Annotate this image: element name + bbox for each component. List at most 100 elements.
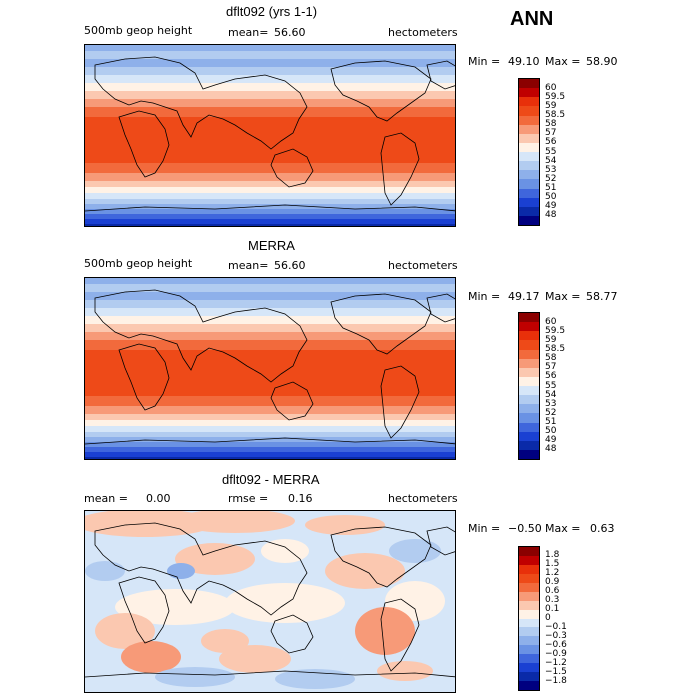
contour-band <box>85 214 455 219</box>
contour-band <box>85 83 455 91</box>
colorbar-swatch <box>519 88 539 98</box>
panel2-map-svg <box>85 278 455 459</box>
contour-band <box>85 284 455 292</box>
colorbar-label: 1.2 <box>545 568 560 579</box>
colorbar-swatch <box>519 413 539 423</box>
colorbar-swatch <box>519 188 539 198</box>
colorbar-label: −0.3 <box>545 630 567 641</box>
colorbar-swatch <box>519 152 539 162</box>
contour-band <box>85 332 455 340</box>
colorbar-label: 59.5 <box>545 325 566 336</box>
colorbar-swatch <box>519 547 539 556</box>
colorbar-swatch <box>519 600 539 610</box>
contour-band <box>85 350 455 396</box>
coastline <box>380 132 420 206</box>
colorbar-swatch <box>519 555 539 565</box>
panel1-title: dflt092 (yrs 1-1) <box>226 4 318 19</box>
colorbar-label: 58 <box>545 119 557 130</box>
colorbar-swatch <box>519 663 539 673</box>
colorbar-label: 52 <box>545 407 557 418</box>
panel1-colorbar <box>518 78 540 226</box>
contour-band <box>85 224 455 226</box>
colorbar-label: 1.8 <box>545 550 560 561</box>
colorbar-label: 56 <box>545 137 557 148</box>
colorbar-label: 49 <box>545 201 557 212</box>
panel3-title: dflt092 - MERRA <box>222 472 320 487</box>
colorbar-label: −1.5 <box>545 666 567 677</box>
colorbar-swatch <box>519 440 539 450</box>
contour-band <box>85 173 455 181</box>
colorbar-swatch <box>519 124 539 134</box>
contour-band <box>85 278 455 284</box>
colorbar-label: 0 <box>545 613 551 623</box>
colorbar-label: 60 <box>545 82 557 93</box>
contour-band <box>85 204 455 209</box>
contour-band <box>85 340 455 350</box>
colorbar-swatch <box>519 422 539 432</box>
panel1-mean-value: 56.60 <box>274 26 306 39</box>
contour-band <box>85 163 455 173</box>
colorbar-swatch <box>519 395 539 405</box>
contour-band <box>85 452 455 457</box>
panel3-colorbar <box>518 546 540 691</box>
contour-band <box>85 193 455 199</box>
contour-band <box>85 45 455 51</box>
coastline <box>426 293 455 323</box>
panel2-field: 500mb geop height <box>84 257 193 270</box>
colorbar-label: 53 <box>545 164 557 175</box>
panel1-max-value: 58.90 <box>586 55 618 68</box>
colorbar-label: 0.1 <box>545 604 560 615</box>
panel1-mean-label: mean= <box>228 26 269 39</box>
contour-blob <box>219 645 291 673</box>
panel1-max-label: Max = <box>545 55 581 68</box>
colorbar-label: −1.8 <box>545 675 567 686</box>
coastline <box>85 437 455 445</box>
colorbar-swatch <box>519 636 539 646</box>
contour-blob <box>389 539 441 563</box>
contour-band <box>85 406 455 414</box>
colorbar-label: 60 <box>545 316 557 327</box>
contour-band <box>85 396 455 406</box>
contour-blob <box>121 641 181 673</box>
contour-blob <box>85 561 125 581</box>
contour-band <box>85 51 455 59</box>
panel1-map-svg <box>85 45 455 226</box>
contour-band <box>85 414 455 420</box>
colorbar-label: 50 <box>545 192 557 203</box>
colorbar-swatch <box>519 97 539 107</box>
colorbar-swatch <box>519 340 539 350</box>
panel2-max-value: 58.77 <box>586 290 618 303</box>
colorbar-swatch <box>519 170 539 180</box>
colorbar-swatch <box>519 645 539 655</box>
coastline <box>85 670 455 678</box>
contour-band <box>85 437 455 442</box>
colorbar-swatch <box>519 179 539 189</box>
coastline <box>380 365 420 439</box>
panel3-rmse-value: 0.16 <box>288 492 313 505</box>
colorbar-label: 58.5 <box>545 110 566 120</box>
coastline <box>330 293 432 355</box>
colorbar-label: 59.5 <box>545 91 566 102</box>
contour-band <box>85 75 455 83</box>
contour-band <box>85 426 455 432</box>
colorbar-swatch <box>519 681 539 690</box>
colorbar-swatch <box>519 206 539 216</box>
panel2-min-label: Min = <box>468 290 501 303</box>
contour-blob <box>175 511 295 533</box>
colorbar-swatch <box>519 367 539 377</box>
colorbar-label: 54 <box>545 389 557 400</box>
contour-blob <box>95 613 155 649</box>
panel3-mean-label: mean = <box>84 492 128 505</box>
contour-band <box>85 91 455 99</box>
panel3-max-label: Max = <box>545 522 581 535</box>
contour-blob <box>167 563 195 579</box>
season-label: ANN <box>510 8 554 30</box>
panel2-max-label: Max = <box>545 290 581 303</box>
colorbar-label: 49 <box>545 435 557 446</box>
colorbar-label: 55 <box>545 146 557 157</box>
panel2-units: hectometers <box>388 259 458 272</box>
colorbar-label: 58 <box>545 353 557 364</box>
contour-blob <box>275 669 355 689</box>
panel3-map-svg <box>85 511 455 692</box>
colorbar-label: 59 <box>545 100 557 111</box>
